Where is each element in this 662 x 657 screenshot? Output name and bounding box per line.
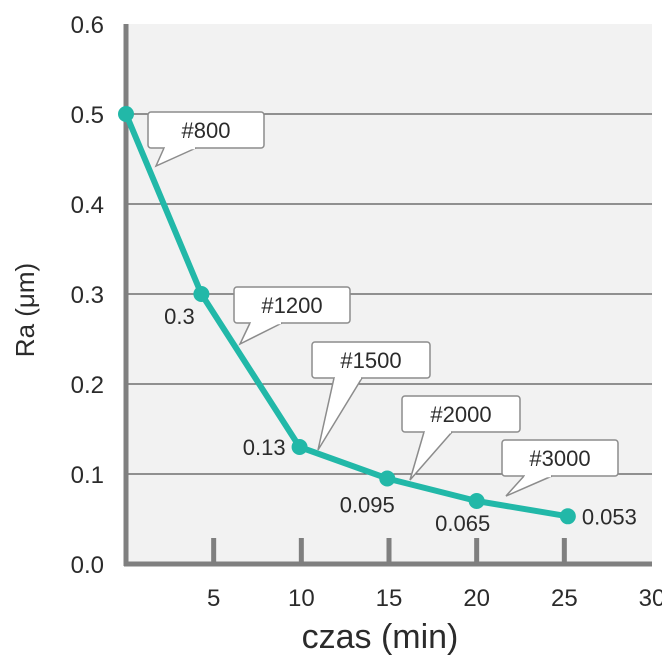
series-line xyxy=(123,111,571,520)
callout-box xyxy=(401,395,521,433)
callout-box xyxy=(311,341,431,379)
x-tick-label: 15 xyxy=(376,585,403,612)
y-tick-labels: 0.0 0.1 0.2 0.3 0.4 0.5 0.6 xyxy=(71,12,104,579)
x-axis-title: czas (min) xyxy=(302,618,459,656)
data-label-2: 0.13 xyxy=(243,435,286,460)
callout-label: #1200 xyxy=(261,293,322,318)
callout-label: #1500 xyxy=(340,348,401,373)
x-tick-label: 20 xyxy=(463,585,490,612)
data-point-5 xyxy=(559,508,576,525)
callout-1: #1200 xyxy=(233,286,351,346)
x-tick-label: 30 xyxy=(639,585,662,612)
callout-label: #2000 xyxy=(430,402,491,427)
y-tick-label: 0.0 xyxy=(71,552,104,579)
data-point-4 xyxy=(468,493,485,509)
x-tick-label: 10 xyxy=(288,585,315,612)
data-label-5: 0.053 xyxy=(582,504,637,529)
data-label-1: 0.3 xyxy=(164,304,195,329)
callout-pointer xyxy=(505,475,553,497)
y-tick-label: 0.4 xyxy=(71,192,104,219)
y-tick-label: 0.6 xyxy=(71,12,104,39)
callout-box xyxy=(147,111,265,149)
x-tick-label: 5 xyxy=(207,585,220,612)
data-labels: 0.3 0.13 0.095 0.065 0.053 xyxy=(164,304,637,536)
data-point-2 xyxy=(291,439,308,455)
data-point-3 xyxy=(379,470,396,487)
y-tick-label: 0.2 xyxy=(71,372,104,399)
callout-pointer xyxy=(409,431,453,481)
callout-pointer xyxy=(238,322,283,346)
data-point-1 xyxy=(193,286,210,302)
y-tick-label: 0.5 xyxy=(71,102,104,129)
x-tick-labels: 5 10 15 20 25 30 xyxy=(207,538,662,612)
y-axis-title: Ra (μm) xyxy=(10,263,40,357)
callout-pointer xyxy=(317,377,363,451)
y-tick-label: 0.1 xyxy=(71,462,104,489)
data-points xyxy=(118,106,576,525)
callout-3: #2000 xyxy=(401,395,521,481)
data-point-0 xyxy=(118,106,134,122)
callout-0: #800 xyxy=(147,111,265,168)
data-label-4: 0.065 xyxy=(435,511,490,536)
data-label-3: 0.095 xyxy=(340,493,395,518)
callout-2: #1500 xyxy=(311,341,431,451)
x-tick-label: 25 xyxy=(551,585,578,612)
series-polyline xyxy=(123,111,571,520)
annotations: #800 #1200 #1500 #2000 #3000 xyxy=(147,111,619,497)
y-tick-label: 0.3 xyxy=(71,282,104,309)
callout-4: #3000 xyxy=(501,439,619,497)
callout-box xyxy=(233,286,351,324)
callout-pointer xyxy=(154,147,197,168)
callout-box xyxy=(501,439,619,477)
callout-label: #3000 xyxy=(529,446,590,471)
callout-label: #800 xyxy=(182,118,231,143)
